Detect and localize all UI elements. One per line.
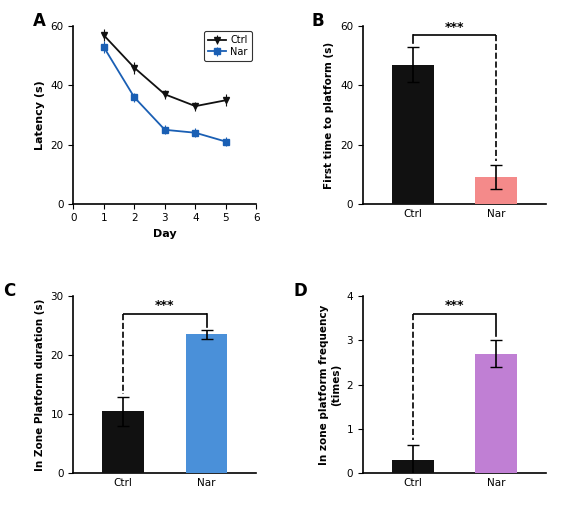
Y-axis label: Latency (s): Latency (s) (35, 80, 45, 150)
Bar (102, 411, 144, 473)
Legend: Ctrl, Nar: Ctrl, Nar (204, 31, 252, 61)
Text: C: C (3, 282, 16, 300)
X-axis label: Day: Day (153, 229, 177, 239)
Bar (186, 335, 227, 473)
Bar (392, 65, 434, 204)
Y-axis label: In Zone Platform duration (s): In Zone Platform duration (s) (35, 298, 45, 471)
Text: ***: *** (155, 299, 175, 312)
Text: B: B (311, 12, 324, 30)
Text: A: A (33, 12, 46, 30)
Text: ***: *** (445, 298, 464, 311)
Text: ***: *** (445, 21, 464, 34)
Bar (392, 460, 434, 473)
Text: D: D (293, 282, 307, 300)
Bar (475, 353, 517, 473)
Y-axis label: In zone platform frequency
(times): In zone platform frequency (times) (319, 305, 341, 465)
Y-axis label: First time to platform (s): First time to platform (s) (324, 42, 334, 189)
Bar (475, 177, 517, 204)
